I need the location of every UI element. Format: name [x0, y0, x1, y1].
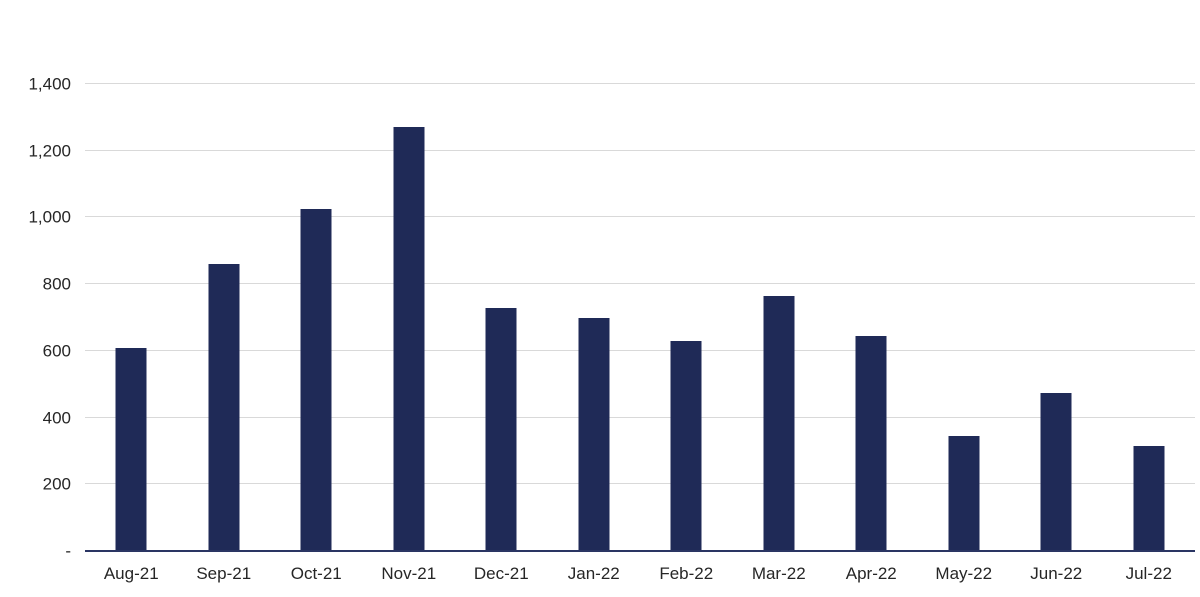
gridline [85, 83, 1195, 84]
bar-sep-21 [208, 264, 240, 551]
y-tick-label: 600 [42, 341, 71, 361]
bar-jun-22 [1040, 392, 1072, 551]
bar-nov-21 [393, 127, 425, 551]
y-tick-label: 800 [42, 274, 71, 294]
bar-jul-22 [1133, 445, 1165, 551]
bar-oct-21 [300, 209, 332, 551]
y-tick-label: 1,200 [28, 141, 71, 161]
gridline [85, 149, 1195, 151]
plot-area [85, 83, 1195, 552]
x-axis-line [85, 550, 1195, 552]
y-tick-label: 1,400 [28, 74, 71, 94]
gridline [85, 483, 1195, 485]
gridline [85, 349, 1195, 351]
y-axis-labels: - 200 400 600 800 1,000 1,200 1,400 [0, 0, 71, 597]
y-tick-label: 200 [42, 474, 71, 494]
y-tick-label: - [65, 541, 71, 561]
x-axis-labels: Aug-21 Sep-21 Oct-21 Nov-21 Dec-21 Jan-22 Feb-… [85, 553, 1195, 595]
y-tick-label: 1,000 [28, 207, 71, 227]
y-tick-label: 400 [42, 408, 71, 428]
x-tick-label: Sep-21 [196, 564, 252, 583]
bar-apr-22 [855, 335, 887, 551]
x-tick-label: Jan-22 [567, 564, 620, 583]
x-tick-label: Jun-22 [1030, 564, 1083, 583]
x-tick-label: Jul-22 [1125, 564, 1172, 583]
bar-jan-22 [578, 317, 610, 551]
gridline [85, 416, 1195, 418]
x-tick-label: Feb-22 [659, 564, 714, 583]
x-tick-label: May-22 [935, 564, 993, 583]
gridline [85, 283, 1195, 285]
gridline [85, 216, 1195, 218]
bar-feb-22 [670, 340, 702, 551]
x-tick-label: Aug-21 [103, 564, 159, 583]
x-tick-label: Dec-21 [473, 564, 529, 583]
x-tick-label: Oct-21 [290, 564, 342, 583]
bar-aug-21 [115, 347, 147, 551]
bar-mar-22 [763, 295, 795, 551]
bar-dec-21 [485, 307, 517, 551]
x-tick-label: Mar-22 [751, 564, 806, 583]
bar-may-22 [948, 435, 980, 551]
x-tick-label: Nov-21 [381, 564, 437, 583]
x-tick-label: Apr-22 [845, 564, 897, 583]
